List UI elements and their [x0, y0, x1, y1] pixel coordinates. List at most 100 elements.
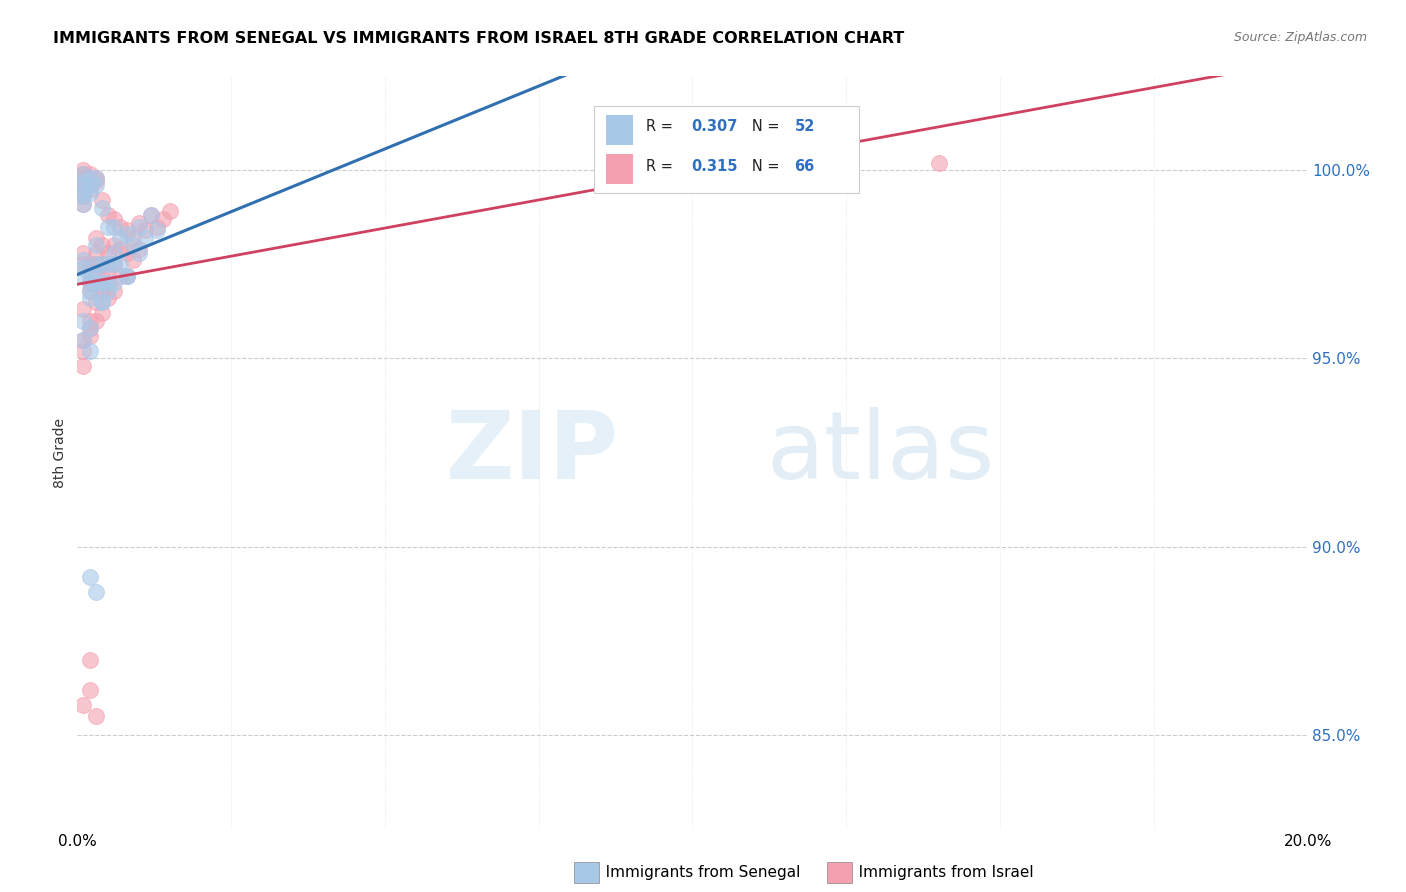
Point: [90, 284, 114, 298]
Point: [72, 170, 94, 185]
Text: 0.307: 0.307: [692, 120, 738, 135]
Point: [72, 167, 94, 181]
Text: R =: R =: [645, 120, 678, 135]
Point: [90, 268, 114, 283]
Point: [72, 268, 94, 283]
Point: [72, 257, 94, 271]
Point: [72, 189, 94, 203]
Point: [97, 284, 120, 298]
Point: [84, 314, 107, 328]
Point: [103, 276, 125, 290]
Text: Immigrants from Senegal: Immigrants from Senegal: [591, 865, 800, 880]
Point: [79, 570, 101, 584]
Point: [110, 257, 132, 271]
Point: [84, 276, 107, 290]
Point: [72, 186, 94, 200]
Point: [146, 219, 169, 234]
Point: [84, 231, 107, 245]
Text: atlas: atlas: [766, 407, 994, 499]
Point: [128, 242, 150, 256]
Y-axis label: 8th Grade: 8th Grade: [53, 417, 67, 488]
Point: [79, 291, 101, 305]
Point: [152, 212, 174, 227]
Point: [72, 343, 94, 358]
Point: [79, 268, 101, 283]
Text: IMMIGRANTS FROM SENEGAL VS IMMIGRANTS FROM ISRAEL 8TH GRADE CORRELATION CHART: IMMIGRANTS FROM SENEGAL VS IMMIGRANTS FR…: [53, 31, 904, 46]
Point: [128, 216, 150, 230]
Text: ZIP: ZIP: [446, 407, 619, 499]
Point: [79, 167, 101, 181]
Point: [84, 174, 107, 188]
Point: [110, 268, 132, 283]
FancyBboxPatch shape: [606, 115, 634, 145]
Text: 66: 66: [794, 159, 815, 174]
Point: [79, 683, 101, 698]
Point: [79, 276, 101, 290]
Point: [110, 219, 132, 234]
FancyBboxPatch shape: [595, 106, 859, 193]
Point: [159, 204, 181, 219]
Point: [79, 276, 101, 290]
Point: [72, 178, 94, 193]
Point: [79, 174, 101, 188]
Point: [103, 212, 125, 227]
Point: [72, 189, 94, 203]
Text: Immigrants from Israel: Immigrants from Israel: [844, 865, 1033, 880]
Point: [79, 329, 101, 343]
Point: [72, 314, 94, 328]
Point: [79, 284, 101, 298]
Point: [79, 314, 101, 328]
Point: [134, 223, 156, 237]
Text: 52: 52: [794, 120, 815, 135]
Point: [79, 653, 101, 667]
Point: [72, 167, 94, 181]
Point: [90, 294, 114, 310]
Point: [84, 170, 107, 185]
Point: [103, 238, 125, 252]
Point: [146, 223, 169, 237]
Point: [103, 257, 125, 271]
Point: [79, 178, 101, 193]
Point: [72, 333, 94, 347]
Point: [72, 182, 94, 196]
Point: [72, 698, 94, 713]
Point: [79, 321, 101, 335]
Point: [79, 182, 101, 196]
Point: [72, 253, 94, 268]
Text: Source: ZipAtlas.com: Source: ZipAtlas.com: [1233, 31, 1367, 45]
Point: [128, 219, 150, 234]
Point: [84, 268, 107, 283]
Point: [90, 257, 114, 271]
Point: [79, 284, 101, 298]
Point: [90, 201, 114, 215]
Point: [72, 174, 94, 188]
Point: [90, 238, 114, 252]
Point: [103, 246, 125, 260]
Point: [141, 208, 163, 222]
Point: [72, 359, 94, 373]
Point: [928, 155, 950, 169]
Point: [72, 163, 94, 178]
Point: [84, 170, 107, 185]
Point: [72, 302, 94, 317]
Point: [72, 333, 94, 347]
Point: [121, 231, 143, 245]
Text: R =: R =: [645, 159, 678, 174]
Point: [72, 174, 94, 188]
Point: [115, 246, 138, 260]
Point: [110, 242, 132, 256]
Point: [121, 238, 143, 252]
Point: [79, 170, 101, 185]
Point: [79, 186, 101, 200]
Point: [84, 294, 107, 310]
Point: [110, 231, 132, 245]
Point: [97, 257, 120, 271]
Text: 0.315: 0.315: [692, 159, 738, 174]
Point: [97, 268, 120, 283]
Point: [97, 291, 120, 305]
Point: [84, 585, 107, 599]
Point: [90, 257, 114, 271]
Point: [79, 257, 101, 271]
Point: [84, 268, 107, 283]
Point: [72, 197, 94, 211]
